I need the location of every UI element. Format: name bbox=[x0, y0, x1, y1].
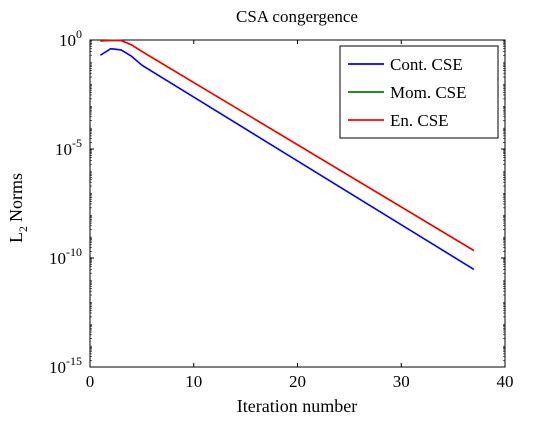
x-tick-label: 20 bbox=[289, 372, 306, 391]
y-axis-label-text: Norms bbox=[6, 173, 26, 222]
y-tick-base: 10 bbox=[55, 140, 72, 159]
legend-label: Mom. CSE bbox=[390, 83, 467, 102]
y-tick-label: 10-15 bbox=[49, 354, 82, 377]
x-axis-label: Iteration number bbox=[237, 396, 357, 416]
y-tick-exponent: 0 bbox=[76, 27, 82, 41]
x-tick-label: 30 bbox=[393, 372, 410, 391]
y-axis-label: L2 Norms bbox=[6, 173, 30, 243]
y-tick-base: 10 bbox=[59, 31, 76, 50]
y-tick-exponent: -5 bbox=[72, 136, 82, 150]
legend-label: Cont. CSE bbox=[390, 55, 463, 74]
y-axis-label-subscript: 2 bbox=[16, 226, 30, 232]
y-tick-exponent: -10 bbox=[66, 245, 82, 259]
series-line-cont-cse bbox=[99, 47, 475, 271]
y-tick-exponent: -15 bbox=[66, 354, 82, 368]
y-tick-label: 10-10 bbox=[49, 245, 82, 268]
y-tick-base: 10 bbox=[49, 249, 66, 268]
y-tick-label: 100 bbox=[59, 27, 82, 50]
legend: Cont. CSE Mom. CSE En. CSE bbox=[339, 45, 499, 139]
legend-label: En. CSE bbox=[390, 111, 449, 130]
chart-title: CSA congergence bbox=[236, 7, 358, 26]
y-tick-base: 10 bbox=[49, 358, 66, 377]
x-tick-label: 40 bbox=[497, 372, 514, 391]
y-tick-label: 10-5 bbox=[55, 136, 82, 159]
x-tick-label: 0 bbox=[86, 372, 95, 391]
y-axis-label-prefix: L bbox=[6, 232, 26, 243]
series-line-en-cse bbox=[100, 39, 475, 252]
x-tick-label: 10 bbox=[185, 372, 202, 391]
